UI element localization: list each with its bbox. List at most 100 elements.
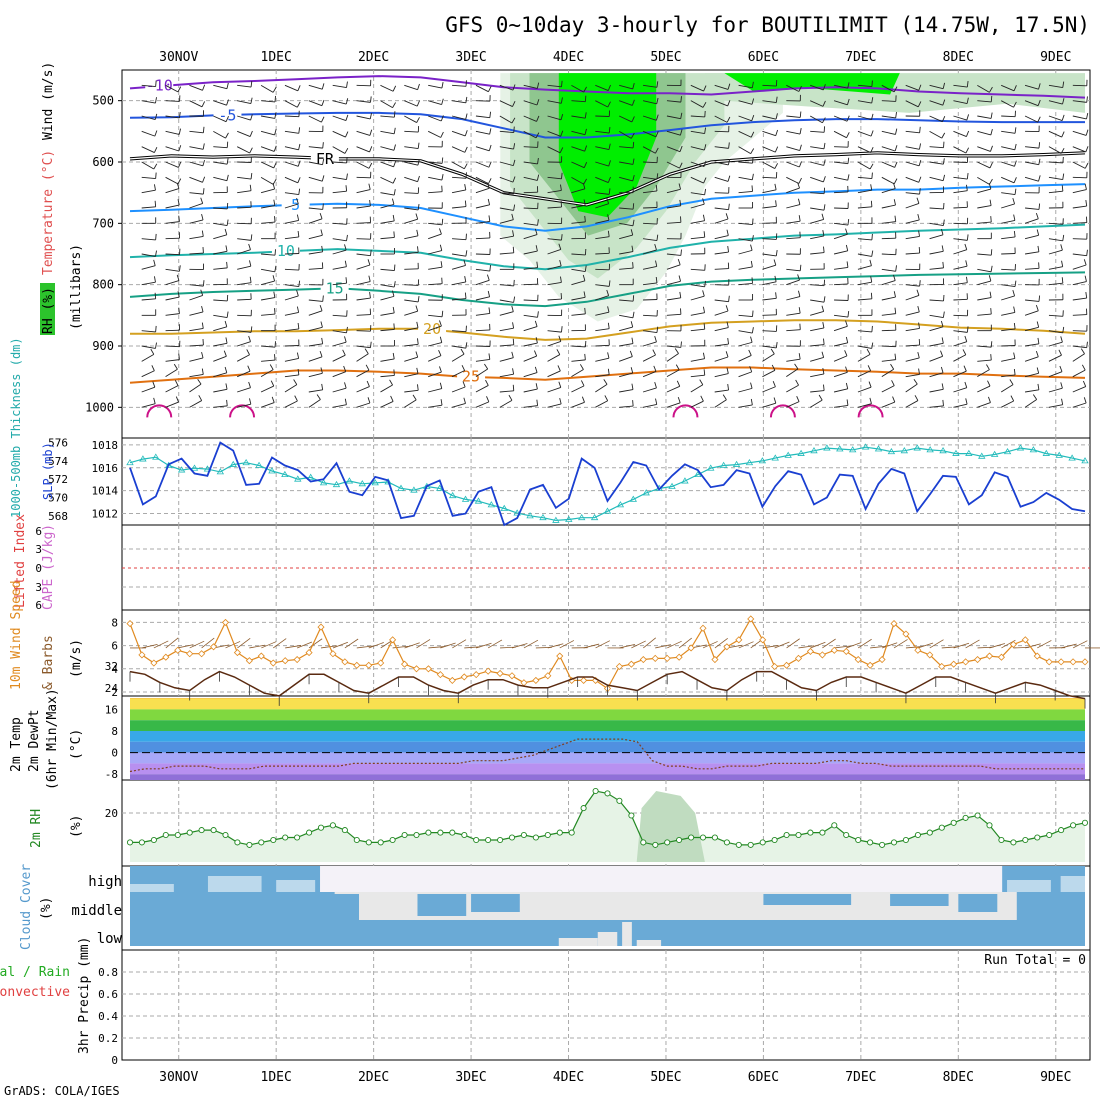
wind-barb [953,298,968,301]
wind10m-barb [989,643,1005,649]
wind-barb [571,161,585,169]
wind-barb [380,130,395,135]
rh2m-marker [437,829,444,836]
wind-barb [260,369,274,378]
wind-barb [213,355,227,362]
temp-band [130,763,1085,775]
wind-barb [786,279,800,286]
thickness-marker [707,464,715,471]
wind-barb-flag [632,141,635,148]
cloud-level-label: high [88,874,122,890]
wind-barb [1048,130,1062,138]
wind-barb [236,354,250,362]
wind-barb [523,355,537,362]
wind-barb-flag [894,307,897,314]
wind-barb-flag [202,143,205,150]
wind-barb [690,100,704,108]
wind-barb-flag [294,395,298,402]
wind10m-marker [305,649,313,657]
wind-barb-flag [1038,158,1041,165]
wind-barb [571,176,584,185]
thickness-marker [1081,457,1089,464]
rh2m-marker [998,836,1005,844]
wind-barb-flag [726,116,731,123]
wind-barb-flag [630,132,635,139]
wind-barb-flag [798,290,801,297]
wind-barb [666,115,681,120]
wind-barb-flag [225,383,228,390]
wind-barb-flag [751,98,755,105]
wind-barb [619,176,633,182]
wind-barb [619,326,633,332]
wind-barb [165,130,180,135]
wind-barb [523,267,538,270]
wind10m-marker [257,652,265,660]
wind-barb-flag [393,144,396,151]
wind-barb [189,328,204,332]
wind-barb [284,311,299,316]
wind-barb [428,84,443,89]
wind-barb [213,267,228,270]
slp-label-slp: SLP (mb) [41,442,55,500]
wind-barb [571,268,586,272]
thickness-marker [552,516,560,523]
wind-barb-flag [1081,364,1086,371]
wind-barb [141,161,155,170]
wind10m-marker [377,659,385,667]
wind-barb [213,100,227,106]
wind-barb [642,115,657,121]
wind-barb-flag [274,265,277,272]
wind-barb [499,252,514,255]
slp-line [129,441,1086,527]
wind-barb [881,313,896,316]
wind-barb-flag [249,147,253,154]
wind-barb [1001,357,1015,362]
wind-barb-flag [269,364,274,370]
wind-barb [284,192,299,196]
wind-barb-flag [845,336,849,343]
wind-barb-flag [579,364,584,370]
wind-barb [690,146,705,151]
wind-barb [308,399,321,408]
wind-barb [165,115,180,119]
wind-barb-flag [226,82,229,89]
wind-barb [642,371,657,378]
wind-barb-flag [440,131,444,138]
wind-barb [404,218,418,224]
wind-barb [881,221,896,224]
wind-barb-flag [583,291,586,298]
wind-barb-flag [794,363,799,370]
wind-barb [332,282,347,286]
wind-barb-flag [966,276,968,283]
cape-label-cape: CAPE (J/kg) [41,524,56,610]
wind-barb [1048,146,1062,154]
wind-barb [953,282,968,286]
wind-barb-flag [247,365,251,372]
wind10m-barb [368,642,384,649]
wind-barb-flag [322,158,325,165]
wind-barb [499,146,514,150]
wind-barb [236,146,250,154]
wind-barb-flag [346,173,348,180]
wind-barb-flag [704,127,707,134]
rh2m-marker [723,839,730,846]
wind-barb [1072,297,1087,301]
wind-barb-flag [942,82,946,89]
wind-barb [905,284,920,287]
wind-barb-flag [369,129,373,136]
wind-barb-flag [512,159,516,166]
wind-barb [404,100,418,107]
wind-barb-flag [534,350,538,357]
wind-barb-flag [512,176,516,183]
rh2m-marker [1058,827,1065,834]
wind-barb [595,203,609,209]
thickness-marker [900,447,909,454]
wind-barb-flag [464,130,468,137]
precip-ticks: 00.20.40.60.8 [98,966,118,1067]
wind-barb-flag [1084,275,1087,282]
wind-barb-flag [775,96,778,103]
wind-barb [619,100,633,106]
wind-barb [690,295,705,301]
